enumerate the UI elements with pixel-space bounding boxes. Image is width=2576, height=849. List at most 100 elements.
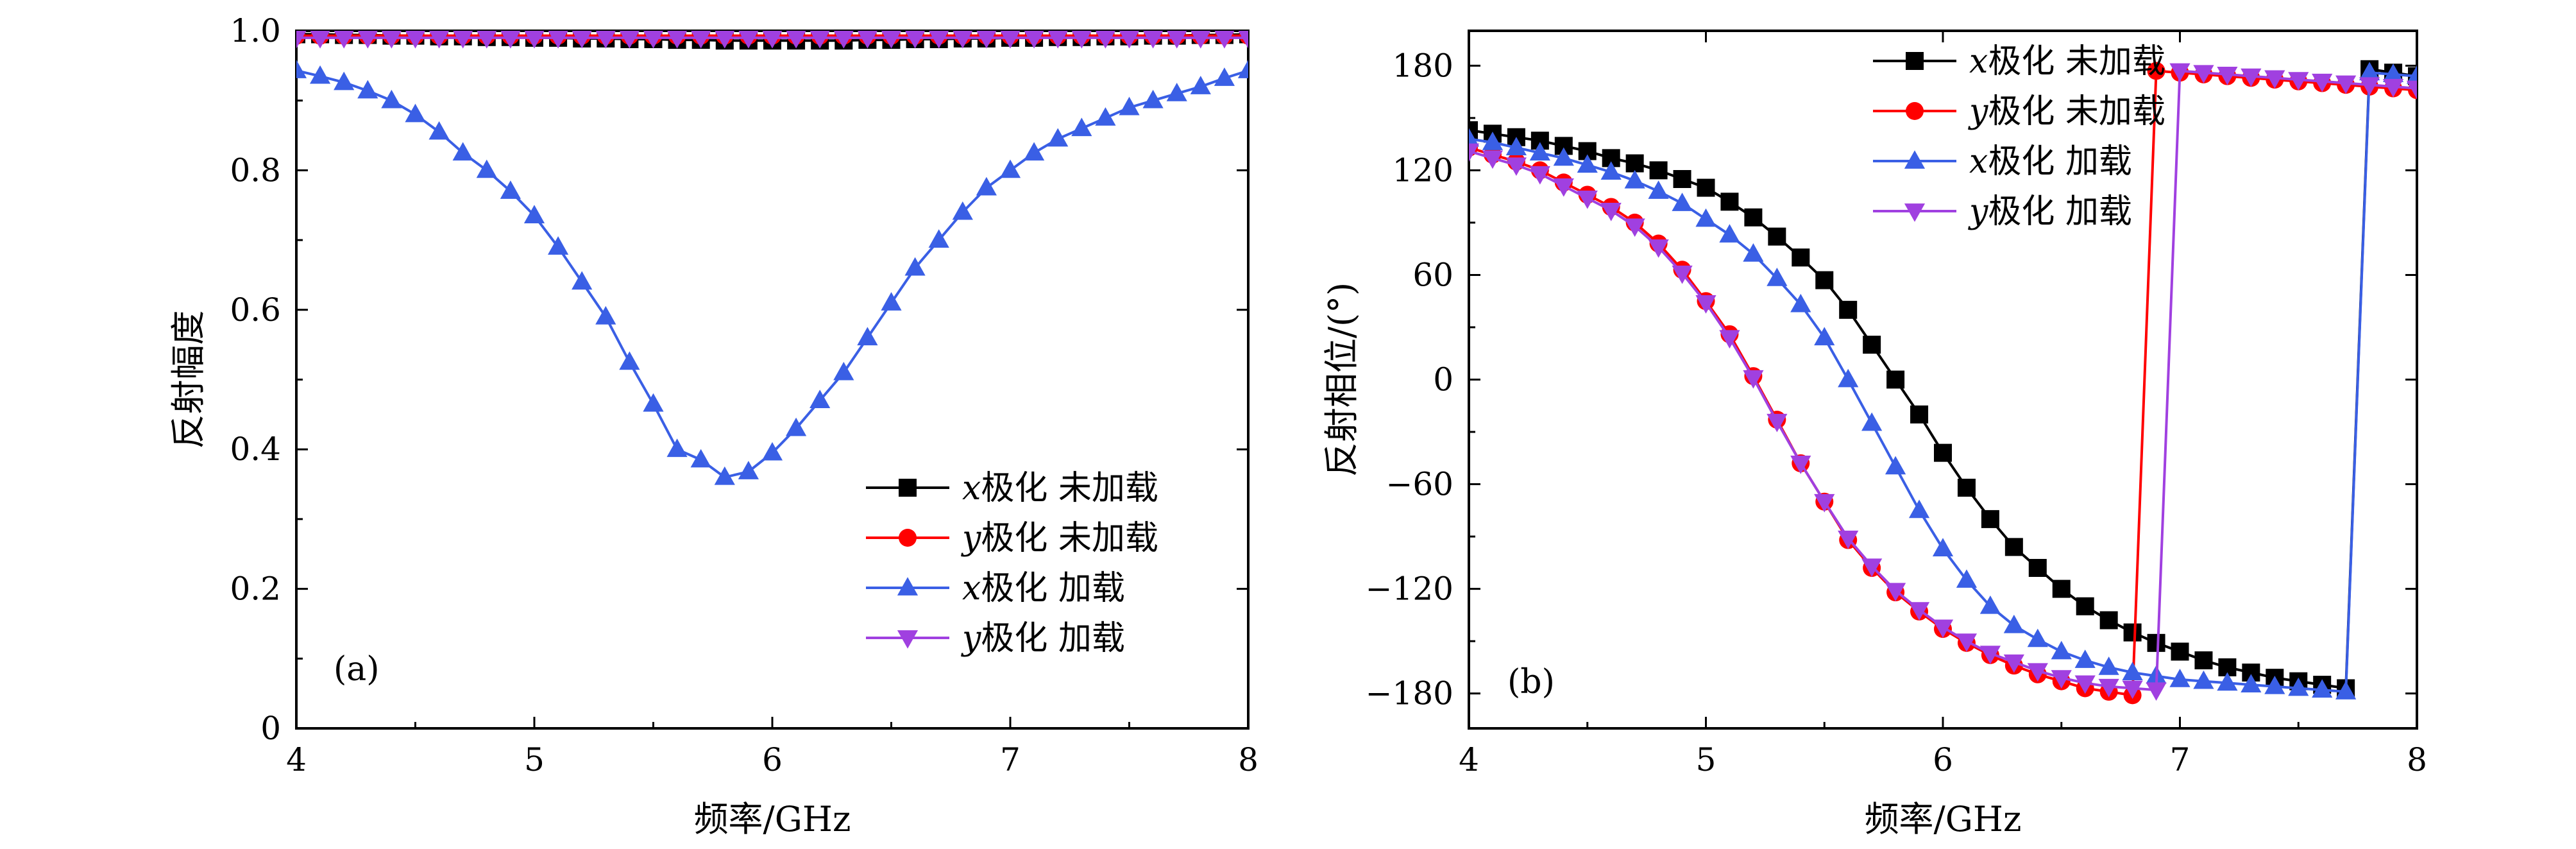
legend-label: x极化 未加载 xyxy=(962,469,1158,508)
data-point xyxy=(2122,662,2143,680)
data-point xyxy=(296,60,307,78)
data-point xyxy=(1600,203,1622,221)
x-tick-label: 8 xyxy=(1238,741,1258,778)
data-point xyxy=(1648,239,1669,258)
legend: x极化 未加载 y极化 未加载 x极化 加载 y极化 加载 xyxy=(1873,42,2165,231)
data-point xyxy=(2147,62,2165,80)
legend-label: x极化 未加载 xyxy=(1969,42,2165,81)
data-point xyxy=(714,466,735,485)
data-point xyxy=(738,461,759,479)
data-point xyxy=(1792,248,1810,267)
chart-panel-b: 4 5 6 7 8 −180 −120 −60 0 60 120 180 频率/GHz 反射相位/(°) x… xyxy=(1321,30,2427,839)
data-point xyxy=(1956,633,1978,652)
data-point xyxy=(524,31,545,49)
data-point xyxy=(2051,670,2072,689)
data-point xyxy=(1119,96,1140,116)
data-point xyxy=(1167,31,1187,49)
data-point xyxy=(2123,623,2142,642)
data-point xyxy=(667,31,688,49)
data-point xyxy=(2382,64,2404,82)
legend-marker xyxy=(1904,150,1926,169)
data-point xyxy=(1979,595,2001,614)
data-point xyxy=(2171,642,2189,661)
data-point xyxy=(595,31,616,49)
data-point xyxy=(1625,154,1644,173)
data-point xyxy=(833,361,854,381)
data-point xyxy=(2312,73,2333,92)
data-point xyxy=(1838,368,1859,388)
y-tick-label: 1.0 xyxy=(230,12,281,49)
data-point xyxy=(619,31,640,49)
data-point xyxy=(881,31,902,49)
legend-label: y极化 加载 xyxy=(1968,193,2132,231)
data-point xyxy=(1553,147,1574,166)
data-point xyxy=(1719,224,1740,243)
data-point xyxy=(1957,478,1976,497)
data-point xyxy=(1720,193,1739,211)
data-point xyxy=(2194,651,2213,670)
data-point xyxy=(1482,150,1504,169)
y-tick-label: 60 xyxy=(1412,256,1453,293)
data-point xyxy=(1095,31,1115,49)
data-point xyxy=(1214,67,1235,86)
data-point xyxy=(2359,62,2380,81)
data-point xyxy=(1142,89,1164,108)
data-point xyxy=(761,442,783,461)
data-point xyxy=(619,351,640,370)
data-point xyxy=(548,31,568,49)
data-point xyxy=(2122,680,2143,699)
data-point xyxy=(1237,60,1248,78)
data-point xyxy=(786,417,807,436)
data-point xyxy=(1908,499,1930,519)
legend-label: x极化 加载 xyxy=(962,569,1125,608)
data-point xyxy=(2076,597,2094,615)
data-point xyxy=(976,176,997,196)
data-point xyxy=(1505,157,1527,176)
x-tick-label: 5 xyxy=(524,741,545,778)
data-point xyxy=(1695,208,1716,227)
plot-area xyxy=(1469,60,2417,705)
data-point xyxy=(1553,178,1574,197)
data-point xyxy=(572,31,592,49)
data-point xyxy=(523,205,545,223)
data-point xyxy=(1839,300,1858,319)
data-point xyxy=(1861,412,1883,431)
series-1 xyxy=(1469,60,2417,698)
x-tick-label: 6 xyxy=(1933,741,1953,778)
data-point xyxy=(2099,611,2118,630)
data-point xyxy=(310,65,331,84)
x-tick-label: 4 xyxy=(1459,741,1479,778)
data-point xyxy=(1790,456,1811,474)
data-point xyxy=(357,31,378,49)
data-point xyxy=(1024,31,1044,49)
y-axis-title: 反射相位/(°) xyxy=(1321,282,1362,477)
data-point xyxy=(2264,70,2285,89)
data-point xyxy=(548,236,569,255)
data-point xyxy=(2193,65,2214,84)
data-point xyxy=(2051,640,2072,660)
data-point xyxy=(833,31,854,49)
y-tick-label: 0.4 xyxy=(230,431,281,468)
plot-area xyxy=(296,31,1248,485)
data-point xyxy=(1238,31,1248,49)
data-point xyxy=(1529,166,1550,185)
legend-label: y极化 加载 xyxy=(961,619,1125,658)
data-point xyxy=(1743,243,1764,262)
data-point xyxy=(762,31,783,49)
data-point xyxy=(1624,169,1645,189)
data-point xyxy=(1672,265,1693,284)
legend-marker xyxy=(1906,102,1924,120)
data-point xyxy=(1482,132,1504,150)
data-point xyxy=(334,31,354,49)
data-point xyxy=(1695,295,1716,314)
data-point xyxy=(1885,583,1906,602)
data-point xyxy=(381,31,402,49)
data-point xyxy=(2193,670,2214,689)
data-point xyxy=(476,159,497,178)
data-point xyxy=(881,292,902,311)
data-point xyxy=(2027,628,2048,647)
data-point xyxy=(2003,654,2024,673)
data-point xyxy=(310,31,330,49)
data-point xyxy=(738,31,759,49)
data-point xyxy=(999,159,1021,178)
